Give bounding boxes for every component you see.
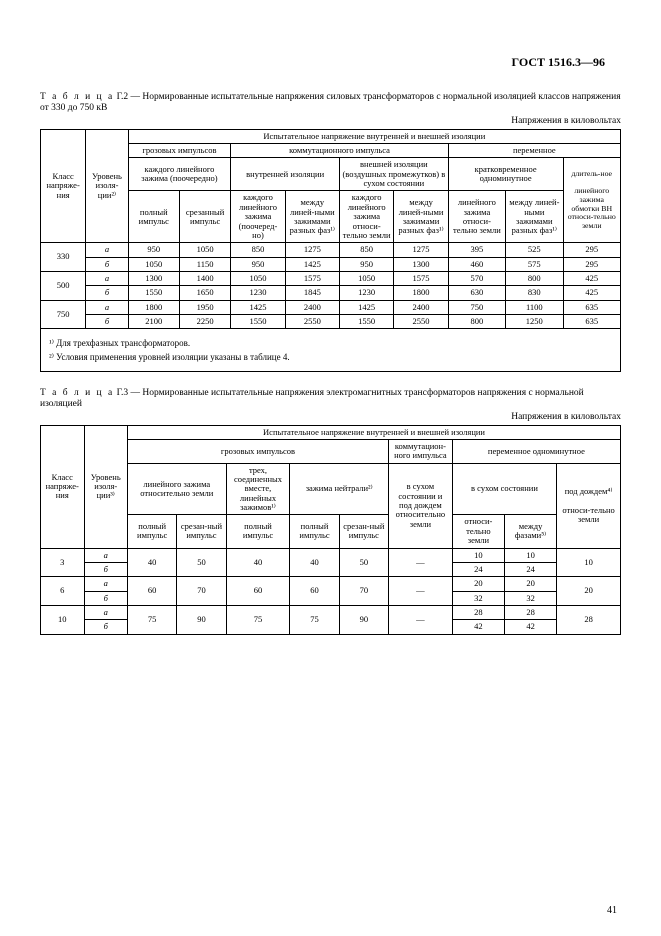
t2-fn2: ²⁾ Условия применения уровней изоляции у… [49,352,612,362]
t2-fn1: ¹⁾ Для трехфазных трансформаторов. [49,338,612,348]
t3-label: Т а б л и ц а [40,388,114,398]
doc-id: ГОСТ 1516.3—96 [512,56,606,70]
t2-number: Г.2 — [117,92,140,102]
page-number: 41 [607,905,617,917]
t2-caption: Т а б л и ц а Г.2 — Нормированные испыта… [40,92,621,114]
table-g3: Класс напряже-нияУровень изоля-ции³⁾Испы… [40,425,621,549]
table-g2-body: 330а950105085012758501275395525295б10501… [40,242,621,329]
t2-units: Напряжения в киловольтах [40,116,621,127]
table-g2: Класс напряже-нияУровень изоля-ции²⁾Испы… [40,129,621,243]
t3-caption: Т а б л и ц а Г.3 — Нормированные испыта… [40,388,621,410]
t2-footnotes: ¹⁾ Для трехфазных трансформаторов. ²⁾ Ус… [40,329,621,372]
t3-number: Г.3 — [117,388,140,398]
t2-label: Т а б л и ц а [40,92,114,102]
t3-units: Напряжения в киловольтах [40,412,621,423]
table-g3-body: 3а4050404050—101010б24246а6070606070—202… [40,548,621,635]
